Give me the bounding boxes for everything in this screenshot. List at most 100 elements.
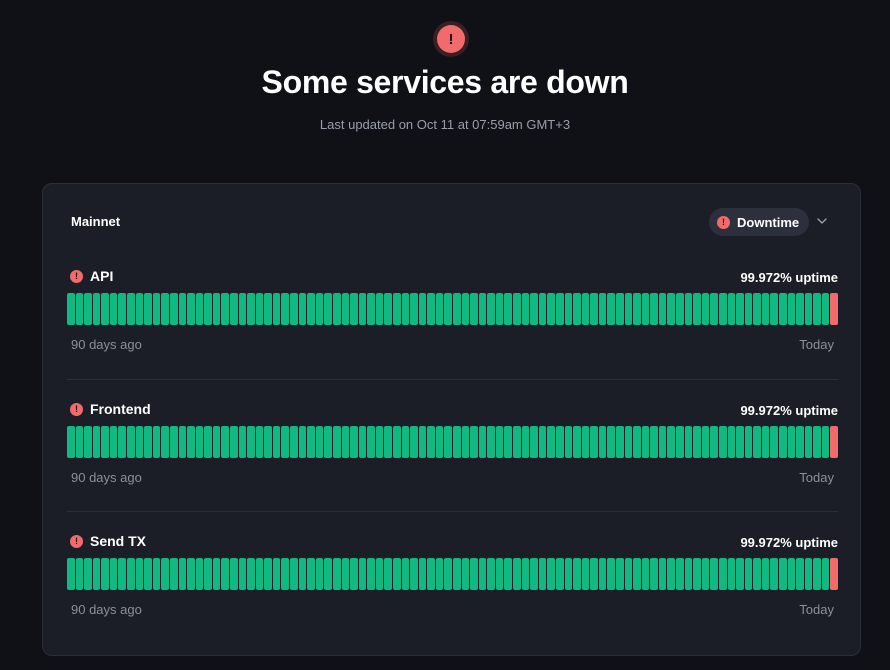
uptime-day[interactable] [238,293,247,325]
uptime-day[interactable] [255,426,264,458]
uptime-day[interactable] [478,558,487,590]
uptime-day[interactable] [504,293,513,325]
uptime-day[interactable] [67,558,75,590]
uptime-day[interactable] [161,293,169,325]
uptime-day[interactable] [770,558,778,590]
uptime-day[interactable] [564,426,573,458]
uptime-day[interactable] [350,293,358,325]
uptime-day[interactable] [744,293,753,325]
uptime-day[interactable] [135,293,144,325]
uptime-day[interactable] [495,558,504,590]
uptime-day[interactable] [641,426,650,458]
uptime-day[interactable] [547,293,555,325]
uptime-day[interactable] [701,293,710,325]
uptime-day[interactable] [796,293,804,325]
uptime-day[interactable] [633,558,641,590]
uptime-day[interactable] [495,426,504,458]
uptime-day[interactable] [624,558,633,590]
uptime-day[interactable] [204,293,212,325]
uptime-day[interactable] [641,293,650,325]
uptime-day[interactable] [375,426,384,458]
uptime-day[interactable] [358,426,367,458]
uptime-day[interactable] [418,293,427,325]
uptime-day[interactable] [650,426,658,458]
uptime-day[interactable] [650,293,658,325]
uptime-day[interactable] [204,558,212,590]
uptime-day[interactable] [710,293,718,325]
uptime-day[interactable] [195,426,204,458]
uptime-day[interactable] [676,293,684,325]
uptime-day[interactable] [144,293,152,325]
uptime-day[interactable] [315,426,324,458]
uptime-day[interactable] [796,558,804,590]
uptime-day[interactable] [710,558,718,590]
uptime-day[interactable] [778,426,787,458]
uptime-day[interactable] [598,558,607,590]
uptime-day[interactable] [401,558,410,590]
uptime-day[interactable] [658,426,667,458]
uptime-day[interactable] [195,293,204,325]
uptime-day[interactable] [281,426,290,458]
uptime-day[interactable] [564,293,573,325]
uptime-day[interactable] [332,293,341,325]
uptime-day[interactable] [555,293,564,325]
uptime-day[interactable] [590,293,598,325]
uptime-day[interactable] [461,558,470,590]
uptime-day[interactable] [341,558,350,590]
uptime-day[interactable] [616,426,624,458]
uptime-day[interactable] [75,426,84,458]
uptime-day[interactable] [152,293,161,325]
uptime-day[interactable] [332,426,341,458]
uptime-day[interactable] [487,558,495,590]
uptime-day-outage[interactable] [830,558,839,590]
uptime-day[interactable] [513,558,521,590]
uptime-day[interactable] [667,293,676,325]
uptime-day[interactable] [324,426,332,458]
uptime-day[interactable] [67,426,75,458]
uptime-day[interactable] [504,558,513,590]
uptime-day[interactable] [624,293,633,325]
uptime-day[interactable] [272,426,281,458]
uptime-day[interactable] [658,293,667,325]
uptime-day[interactable] [753,426,761,458]
uptime-day[interactable] [410,558,418,590]
uptime-day[interactable] [290,558,298,590]
uptime-day[interactable] [92,293,101,325]
uptime-day[interactable] [495,293,504,325]
uptime-day[interactable] [736,426,744,458]
uptime-day[interactable] [435,293,444,325]
uptime-day[interactable] [152,558,161,590]
uptime-day[interactable] [109,426,118,458]
uptime-day[interactable] [341,293,350,325]
chevron-down-icon[interactable] [815,214,829,228]
uptime-day[interactable] [487,426,495,458]
uptime-day[interactable] [367,293,375,325]
uptime-day[interactable] [821,426,830,458]
uptime-day[interactable] [513,293,521,325]
uptime-day[interactable] [229,426,238,458]
uptime-day[interactable] [350,426,358,458]
uptime-day[interactable] [161,558,169,590]
uptime-day[interactable] [581,293,590,325]
uptime-day[interactable] [744,558,753,590]
uptime-day[interactable] [229,558,238,590]
uptime-day[interactable] [684,426,693,458]
uptime-day[interactable] [247,293,255,325]
uptime-day[interactable] [744,426,753,458]
uptime-day[interactable] [67,293,75,325]
uptime-day[interactable] [375,293,384,325]
uptime-day[interactable] [753,558,761,590]
uptime-day[interactable] [761,558,770,590]
uptime-day[interactable] [693,293,701,325]
uptime-day[interactable] [598,426,607,458]
uptime-day[interactable] [410,293,418,325]
uptime-day[interactable] [718,426,727,458]
uptime-day[interactable] [187,426,195,458]
uptime-day[interactable] [616,293,624,325]
uptime-day[interactable] [290,293,298,325]
uptime-day-outage[interactable] [830,426,839,458]
uptime-day[interactable] [341,426,350,458]
uptime-day[interactable] [573,293,581,325]
uptime-day[interactable] [418,426,427,458]
uptime-day[interactable] [616,558,624,590]
